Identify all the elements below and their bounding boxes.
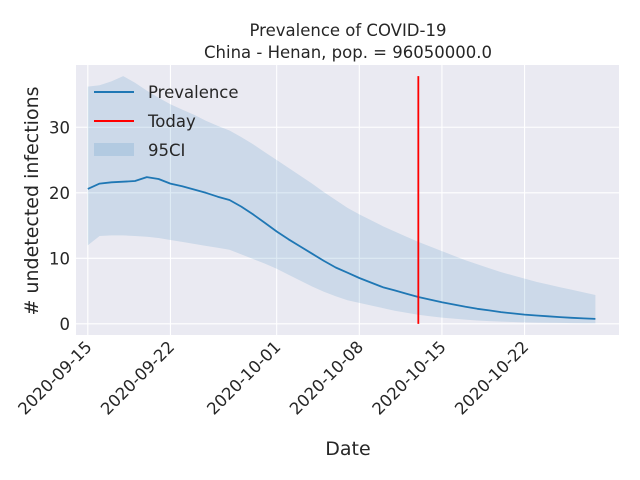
y-tick-label: 30: [49, 118, 70, 137]
grid-lines: [76, 65, 619, 335]
legend-label-95ci: 95CI: [148, 141, 185, 160]
x-tick-label: 2020-10-22: [451, 337, 532, 418]
y-tick-label: 10: [49, 249, 70, 268]
plot-area: [76, 65, 619, 335]
x-tick-label: 2020-09-15: [14, 337, 95, 418]
chart-title: Prevalence of COVID-19: [250, 21, 447, 40]
x-axis-label: Date: [325, 438, 370, 460]
ci-band: [87, 76, 596, 324]
legend-label-prevalence: Prevalence: [148, 83, 239, 102]
chart-subtitle: China - Henan, pop. = 96050000.0: [204, 43, 492, 62]
x-tick-labels: 2020-09-15 2020-09-22 2020-10-01 2020-10-08…: [14, 337, 532, 418]
legend: Prevalence Today 95CI: [94, 83, 239, 160]
y-tick-label: 20: [49, 184, 70, 203]
x-tick-label: 2020-10-08: [286, 337, 367, 418]
y-tick-label: 0: [60, 315, 71, 334]
x-tick-label: 2020-10-01: [203, 337, 284, 418]
y-axis-label: # undetected infections: [21, 86, 43, 315]
legend-swatch-95ci: [94, 143, 134, 156]
legend-label-today: Today: [147, 112, 196, 131]
x-tick-label: 2020-10-15: [369, 337, 450, 418]
prevalence-line: [87, 176, 596, 320]
y-tick-labels: 0 10 20 30: [49, 118, 70, 334]
x-tick-label: 2020-09-22: [97, 337, 178, 418]
